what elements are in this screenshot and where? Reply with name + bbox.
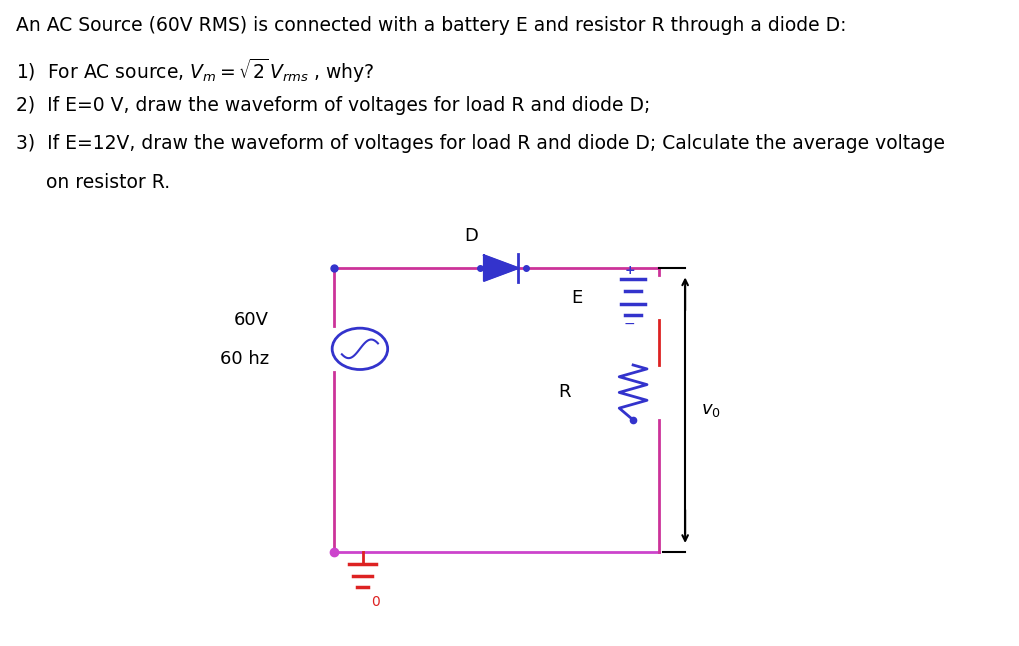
Text: R: R <box>557 383 570 401</box>
Polygon shape <box>483 255 518 281</box>
Text: E: E <box>571 289 582 307</box>
Text: −: − <box>624 317 635 331</box>
Text: +: + <box>624 264 635 276</box>
Text: on resistor R.: on resistor R. <box>15 173 169 192</box>
Text: 3)  If E=12V, draw the waveform of voltages for load R and diode D; Calculate th: 3) If E=12V, draw the waveform of voltag… <box>15 134 944 153</box>
Text: D: D <box>464 227 477 245</box>
Text: 1)  For AC source, $V_m = \sqrt{2}\,V_{rms}$ , why?: 1) For AC source, $V_m = \sqrt{2}\,V_{rm… <box>15 57 374 85</box>
Text: $v_0$: $v_0$ <box>700 401 719 419</box>
Text: 2)  If E=0 V, draw the waveform of voltages for load R and diode D;: 2) If E=0 V, draw the waveform of voltag… <box>15 96 649 114</box>
Text: 0: 0 <box>371 595 379 609</box>
Text: An AC Source (60V RMS) is connected with a battery E and resistor R through a di: An AC Source (60V RMS) is connected with… <box>15 16 846 35</box>
Text: 60V: 60V <box>233 311 269 329</box>
Text: 60 hz: 60 hz <box>219 349 269 368</box>
